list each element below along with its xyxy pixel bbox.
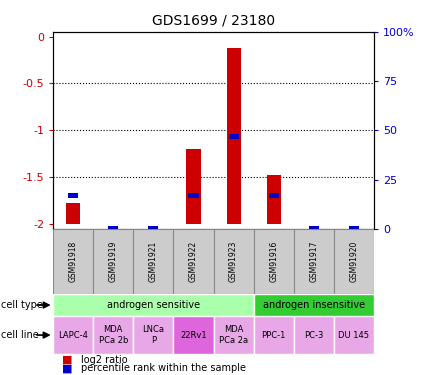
Text: GSM91919: GSM91919	[109, 241, 118, 282]
Bar	[254, 316, 294, 354]
Bar	[213, 316, 254, 354]
Bar	[108, 226, 118, 231]
Bar	[53, 229, 93, 294]
Text: log2 ratio: log2 ratio	[81, 355, 128, 364]
Bar	[189, 193, 198, 198]
Bar	[133, 316, 173, 354]
Text: GSM91916: GSM91916	[269, 241, 278, 282]
Text: GSM91917: GSM91917	[309, 241, 318, 282]
Text: LAPC-4: LAPC-4	[58, 331, 88, 340]
Text: PC-3: PC-3	[304, 331, 323, 340]
Bar	[294, 316, 334, 354]
Bar	[267, 176, 281, 224]
Bar	[254, 294, 374, 316]
Text: PPC-1: PPC-1	[261, 331, 286, 340]
Text: percentile rank within the sample: percentile rank within the sample	[81, 363, 246, 374]
Text: DU 145: DU 145	[338, 331, 369, 340]
Bar	[213, 229, 254, 294]
Bar	[173, 316, 213, 354]
Bar	[294, 229, 334, 294]
Text: GSM91920: GSM91920	[349, 241, 358, 282]
Text: GSM91921: GSM91921	[149, 241, 158, 282]
Bar	[309, 226, 319, 231]
Bar	[334, 229, 374, 294]
Bar	[148, 226, 159, 231]
Bar	[53, 316, 93, 354]
Text: GSM91922: GSM91922	[189, 241, 198, 282]
Bar	[53, 294, 254, 316]
Bar	[68, 193, 78, 198]
Bar	[227, 48, 241, 224]
Text: LNCa
P: LNCa P	[142, 326, 164, 345]
Text: ■: ■	[62, 363, 72, 374]
Bar	[334, 316, 374, 354]
Text: GSM91923: GSM91923	[229, 241, 238, 282]
Text: androgen insensitive: androgen insensitive	[263, 300, 365, 310]
Bar	[269, 193, 279, 198]
Bar	[93, 229, 133, 294]
Text: cell line: cell line	[1, 330, 39, 340]
Bar	[173, 229, 213, 294]
Bar	[187, 149, 201, 224]
Text: GSM91918: GSM91918	[69, 241, 78, 282]
Text: cell type: cell type	[1, 300, 43, 310]
Text: ■: ■	[62, 355, 72, 364]
Text: androgen sensitive: androgen sensitive	[107, 300, 200, 310]
Bar	[133, 229, 173, 294]
Bar	[93, 316, 133, 354]
Text: MDA
PCa 2b: MDA PCa 2b	[99, 326, 128, 345]
Bar	[229, 134, 238, 139]
Bar	[66, 204, 80, 224]
Bar	[254, 229, 294, 294]
Title: GDS1699 / 23180: GDS1699 / 23180	[152, 14, 275, 28]
Text: 22Rv1: 22Rv1	[180, 331, 207, 340]
Text: MDA
PCa 2a: MDA PCa 2a	[219, 326, 248, 345]
Bar	[349, 226, 359, 231]
